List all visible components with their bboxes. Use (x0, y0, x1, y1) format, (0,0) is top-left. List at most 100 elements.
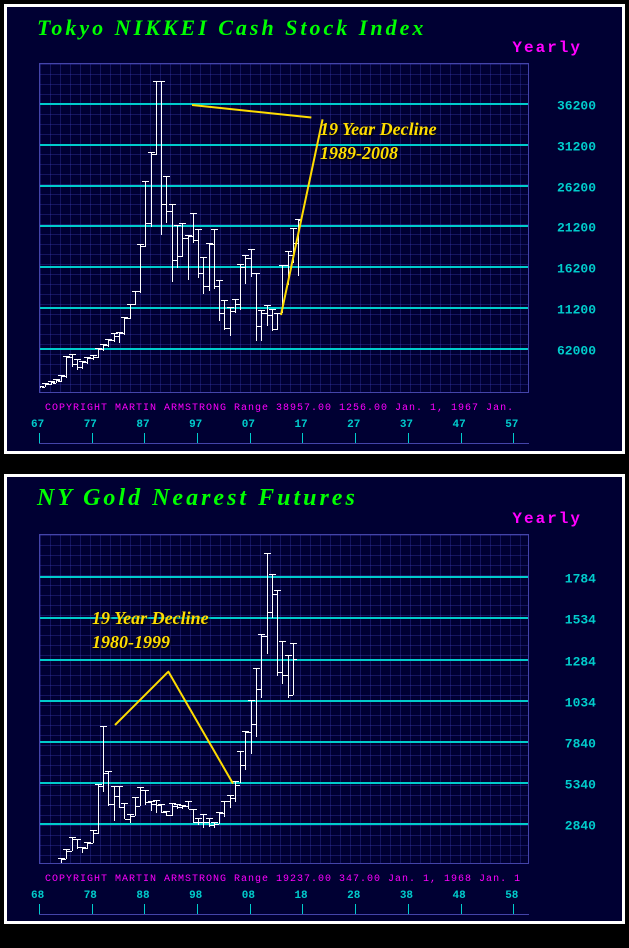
price-bar (177, 225, 178, 267)
price-bar (51, 381, 52, 385)
price-bar (45, 383, 46, 387)
y-axis-label: 11200 (557, 302, 596, 317)
x-axis-label: 27 (347, 419, 360, 431)
x-axis-label: 37 (400, 419, 413, 431)
price-bar (288, 655, 289, 698)
price-bar (293, 643, 294, 695)
chart-title: Tokyo NIKKEI Cash Stock Index (7, 7, 622, 41)
price-bar (272, 574, 273, 619)
price-bar (103, 726, 104, 792)
yearly-label: Yearly (7, 510, 622, 528)
y-axis-label: 2840 (565, 819, 596, 834)
price-bar (124, 317, 125, 334)
price-bar (130, 814, 131, 823)
price-bar (40, 386, 41, 388)
price-bar (119, 332, 120, 343)
price-bar (230, 307, 231, 336)
y-axis-label: 16200 (557, 262, 596, 277)
price-bar (182, 223, 183, 257)
price-bar (209, 243, 210, 290)
x-axis-label: 07 (242, 419, 255, 431)
x-axis-label: 28 (347, 890, 360, 902)
price-bar (108, 339, 109, 346)
price-bar (214, 822, 215, 828)
footer-copyright: COPYRIGHT MARTIN ARMSTRONG Range 19237.0… (7, 864, 622, 887)
price-bar (203, 257, 204, 294)
price-bar (135, 291, 136, 306)
price-bar (87, 357, 88, 364)
plot-area: 19 Year Decline1989-2008 (39, 63, 529, 393)
x-axis-label: 97 (189, 419, 202, 431)
x-axis: 68788898081828384858 (39, 887, 529, 915)
x-axis: 67778797071727374757 (39, 416, 529, 444)
price-bar (245, 731, 246, 770)
price-bar (82, 361, 83, 368)
y-axis-label: 7840 (565, 736, 596, 751)
price-bar (140, 787, 141, 805)
y-axis-label: 1784 (565, 572, 596, 587)
yearly-label: Yearly (7, 39, 622, 57)
price-bar (156, 81, 157, 156)
y-axis-label: 36200 (557, 99, 596, 114)
x-axis-label: 08 (242, 890, 255, 902)
price-bar (114, 786, 115, 821)
price-bar (61, 375, 62, 382)
price-bar (145, 790, 146, 805)
x-axis-label: 87 (136, 419, 149, 431)
price-bar (235, 299, 236, 314)
x-axis-label: 48 (453, 890, 466, 902)
price-bar (161, 804, 162, 814)
y-axis-label: 5340 (565, 778, 596, 793)
price-bar (77, 359, 78, 370)
price-bar (166, 811, 167, 816)
price-bar (182, 805, 183, 809)
x-axis-label: 77 (84, 419, 97, 431)
price-bar (145, 181, 146, 247)
price-bar (256, 273, 257, 341)
price-bar (87, 842, 88, 849)
y-axis-label: 31200 (557, 139, 596, 154)
x-axis-label: 78 (84, 890, 97, 902)
x-axis-label: 17 (294, 419, 307, 431)
x-axis-label: 18 (294, 890, 307, 902)
price-bar (261, 634, 262, 698)
price-bar (277, 590, 278, 675)
y-axis-label: 26200 (557, 180, 596, 195)
price-bar (251, 700, 252, 754)
y-axis-label: 1034 (565, 695, 596, 710)
price-bar (156, 800, 157, 813)
price-bar (140, 244, 141, 293)
price-bar (188, 235, 189, 280)
price-bar (267, 553, 268, 654)
x-axis-label: 57 (505, 419, 518, 431)
annotation-text: 1980-1999 (92, 631, 170, 654)
y-axis-label: 21200 (557, 221, 596, 236)
chart-title: NY Gold Nearest Futures (7, 477, 622, 512)
price-bar (72, 837, 73, 851)
annotation-text: 19 Year Decline (320, 118, 437, 141)
price-bar (272, 309, 273, 331)
price-bar (230, 795, 231, 808)
price-bar (251, 249, 252, 278)
price-bar (66, 356, 67, 378)
x-axis-label: 38 (400, 890, 413, 902)
price-bar (224, 801, 225, 817)
x-axis-label: 47 (453, 419, 466, 431)
price-bar (198, 229, 199, 278)
price-bar (161, 81, 162, 235)
x-axis-label: 68 (31, 890, 44, 902)
price-bar (61, 858, 62, 862)
price-bar (98, 348, 99, 358)
price-bar (135, 797, 136, 816)
price-bar (240, 751, 241, 784)
price-bar (198, 818, 199, 825)
price-bar (267, 305, 268, 326)
price-bar (114, 333, 115, 342)
price-bar (66, 849, 67, 859)
price-bar (108, 771, 109, 805)
chart-panel-0: Tokyo NIKKEI Cash Stock IndexYearly62000… (4, 4, 625, 454)
annotation-text: 1989-2008 (320, 142, 398, 165)
price-bar (72, 354, 73, 367)
plot-area: 19 Year Decline1980-1999 (39, 534, 529, 864)
price-bar (261, 310, 262, 341)
